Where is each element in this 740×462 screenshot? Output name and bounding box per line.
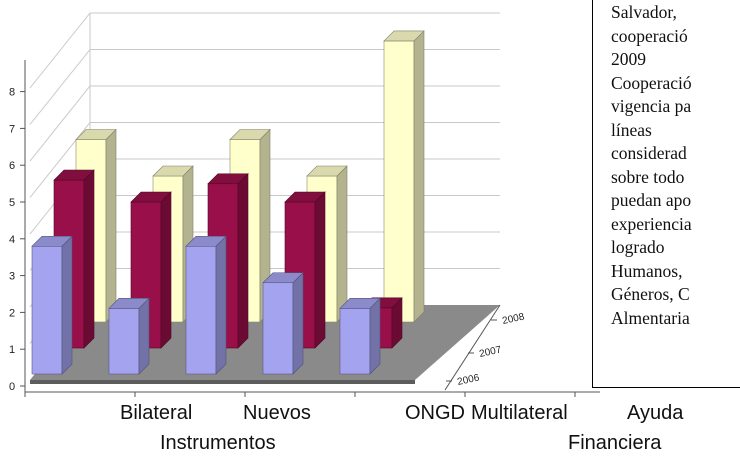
text-line: puedan apo [611,189,740,213]
text-line: cooperació [611,25,740,49]
text-word: Géneros, C [611,284,690,304]
bar-top [75,129,117,140]
bar-top [339,297,381,309]
document-text-box: Salvador, cooperació2009seCooperació vigen… [592,0,740,388]
y-tick-label: 2 [9,307,15,319]
depth-label-2008: 2008 [501,311,525,326]
bar-front [383,40,415,323]
text-word: líneas [611,119,652,140]
bar-top [152,165,194,177]
bar-top [284,191,326,203]
category-label-1: Instrumentos [160,432,276,454]
category-label-0: Bilateral [120,402,193,424]
text-word: sobre todo [611,166,685,187]
text-line: líneasde [611,119,740,143]
y-tick-label: 1 [9,344,15,356]
bar-side [292,272,304,375]
text-word: considerad [611,143,687,163]
text-word: puedan apo [611,190,692,210]
bar-side [215,235,227,375]
bar-front [262,282,294,375]
bar-front [339,307,371,375]
text-word: Salvador, [611,2,677,22]
text-line: Salvador, [611,1,740,25]
text-line: Almentaria [611,307,740,331]
bar-front [31,245,63,375]
bar-top [185,235,227,247]
category-label-2: ONGD [405,402,465,424]
text-word: experiencia [611,213,692,234]
y-tick-label: 8 [9,87,15,99]
gridline-side [29,12,91,89]
gridline-side [29,122,91,198]
text-line: Géneros, C [611,283,740,307]
bar-2006-1 [108,297,150,375]
bar-side [83,169,95,349]
text-line: vigencia pa [611,95,740,119]
depth-axis [444,304,501,391]
y-tick-label: 5 [9,197,15,209]
depth-label-2006: 2006 [456,372,480,387]
bar-top [130,191,172,203]
text-line: logradom [611,236,740,260]
y-tick-label: 3 [9,271,15,283]
text-word: vigencia pa [611,96,692,116]
bar-side [369,297,381,375]
gridline-side [29,49,91,125]
depth-label-2007: 2007 [478,344,502,359]
gridline-side [29,85,91,162]
bar-2006-4 [339,297,381,375]
text-word: Almentaria [611,307,690,328]
bar-front [185,245,217,375]
bar-top [383,30,425,42]
text-word: logrado [611,237,665,257]
bar-side [105,128,117,323]
category-label-1: Nuevos [243,402,311,424]
text-word: cooperació [611,25,688,46]
category-label-4: Ayuda [627,402,684,424]
bar-2008-4 [383,30,425,323]
bar-side [413,30,425,323]
bar-side [138,297,150,375]
text-word: Humanos, [611,260,683,281]
bar-top [207,173,249,185]
bar-top [262,272,304,284]
chart-floor-edge [30,380,415,384]
text-line: Cooperació [611,72,740,96]
text-line: Humanos, [611,260,740,284]
y-tick-label: 4 [9,234,15,246]
category-label-4: Financiera [568,432,662,454]
category-label-3: Multilateral [471,402,568,424]
text-line: considerad [611,142,740,166]
bar-side [336,165,348,323]
y-tick-label: 6 [9,160,15,172]
bar-2006-2 [185,235,227,375]
bar-2006-0 [31,235,73,375]
bar-side [160,191,172,349]
bar-side [314,191,326,349]
text-word: Cooperació [611,72,692,93]
text-line: 2009se [611,48,740,72]
bar-side [61,235,73,375]
bar-top [53,169,95,181]
bar-top [108,297,150,309]
text-word: 2009 [611,49,646,69]
y-tick-label: 0 [9,381,15,393]
bar-2006-3 [262,272,304,375]
bar-side [237,173,249,349]
bar-top [306,165,348,177]
y-tick-label: 7 [9,123,15,135]
text-line: sobre todo [611,166,740,190]
bar-front [108,307,140,375]
bar-top [229,129,271,140]
bar-top [31,235,73,247]
text-line: experiencia [611,213,740,237]
